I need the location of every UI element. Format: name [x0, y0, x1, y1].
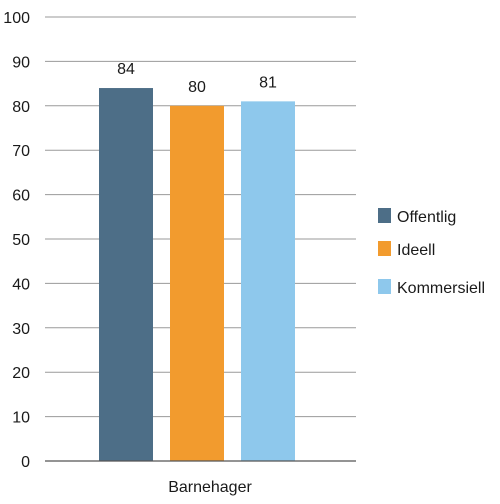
legend-label-kommersiell: Kommersiell	[397, 280, 485, 297]
y-tick-label: 50	[12, 232, 30, 249]
x-tick-label: Barnehager	[168, 479, 252, 496]
y-tick-label: 0	[21, 454, 30, 471]
x-axis-tick-labels: Barnehager	[168, 479, 252, 496]
data-label-offentlig: 84	[117, 61, 135, 78]
y-tick-label: 70	[12, 143, 30, 160]
data-labels: 84 80 81	[117, 61, 277, 96]
y-tick-label: 20	[12, 365, 30, 382]
legend-swatch-ideell	[378, 241, 391, 256]
data-label-kommersiell: 81	[259, 74, 277, 91]
data-label-ideell: 80	[188, 79, 206, 96]
y-tick-label: 10	[12, 410, 30, 427]
legend: Offentlig Ideell Kommersiell	[378, 208, 485, 297]
legend-label-offentlig: Offentlig	[397, 209, 456, 226]
bars	[99, 88, 295, 462]
y-tick-label: 60	[12, 188, 30, 205]
legend-label-ideell: Ideell	[397, 242, 435, 259]
y-tick-label: 30	[12, 321, 30, 338]
bar-ideell	[170, 105, 224, 462]
y-tick-label: 90	[12, 54, 30, 71]
bar-kommersiell	[241, 101, 295, 462]
legend-swatch-offentlig	[378, 208, 391, 223]
y-tick-label: 40	[12, 276, 30, 293]
legend-swatch-kommersiell	[378, 279, 391, 294]
y-axis-tick-labels: 0 10 20 30 40 50 60 70 80 90 100	[3, 10, 30, 471]
y-tick-label: 100	[3, 10, 30, 27]
bar-offentlig	[99, 88, 153, 461]
y-tick-label: 80	[12, 99, 30, 116]
